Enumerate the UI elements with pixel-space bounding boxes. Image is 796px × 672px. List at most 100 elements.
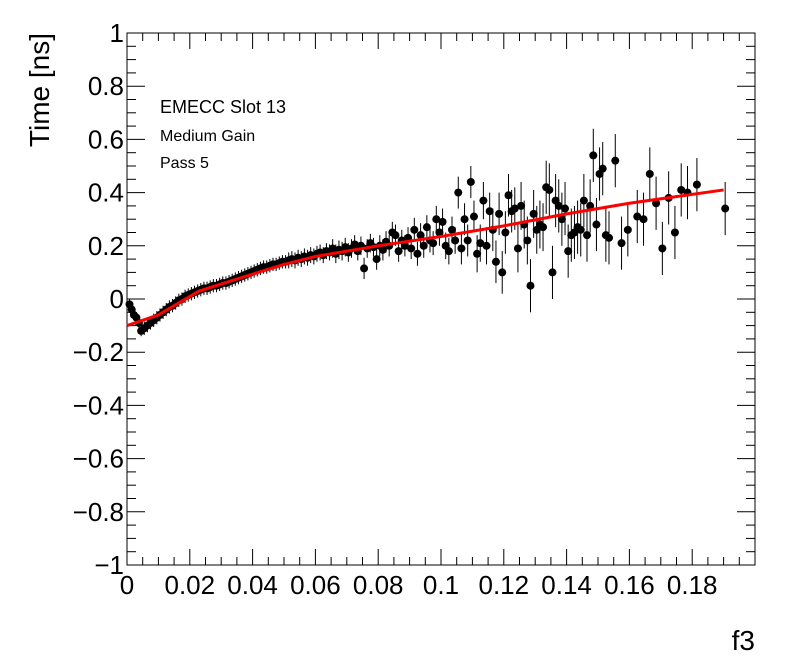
data-points: [125, 151, 730, 335]
data-point: [469, 212, 478, 221]
data-point: [407, 244, 416, 253]
data-point: [501, 228, 510, 237]
x-tick-label: 0.18: [667, 570, 718, 600]
fit-line: [126, 188, 724, 328]
data-point: [658, 244, 667, 253]
data-point: [378, 245, 387, 254]
data-point: [438, 217, 447, 226]
data-point: [557, 215, 566, 224]
data-point: [372, 255, 381, 264]
data-point: [350, 240, 359, 249]
data-point: [721, 204, 730, 213]
x-tick-label: 0.08: [353, 570, 404, 600]
data-point: [623, 225, 632, 234]
data-point: [561, 204, 570, 213]
data-point: [498, 268, 507, 277]
data-point: [611, 156, 620, 165]
data-point: [598, 164, 607, 173]
y-tick-label: −0.2: [73, 337, 124, 367]
x-tick-label: 0.06: [290, 570, 341, 600]
y-tick-label: 1: [110, 18, 124, 48]
data-point: [447, 225, 456, 234]
data-point: [504, 191, 513, 200]
x-tick-label: 0.04: [227, 570, 278, 600]
data-point: [413, 249, 422, 258]
data-point: [523, 236, 532, 245]
data-point: [526, 281, 535, 290]
data-point: [482, 241, 491, 250]
data-point: [677, 185, 686, 194]
y-tick-label: 0.2: [88, 231, 124, 261]
x-tick-label: 0: [120, 570, 134, 600]
y-axis-title: Time [ns]: [24, 33, 55, 147]
data-point: [479, 196, 488, 205]
x-tick-label: 0.14: [541, 570, 592, 600]
y-tick-label: −0.6: [73, 444, 124, 474]
data-point: [394, 247, 403, 256]
data-point: [495, 209, 504, 218]
x-tick-label: 0.16: [604, 570, 655, 600]
x-tick-label: 0.12: [478, 570, 529, 600]
y-tick-label: 0.4: [88, 178, 124, 208]
data-point: [554, 201, 563, 210]
data-point: [670, 228, 679, 237]
data-point: [548, 268, 557, 277]
y-tick-label: −0.4: [73, 390, 124, 420]
data-point: [633, 212, 642, 221]
y-tick-label: 0.6: [88, 124, 124, 154]
data-point: [645, 169, 654, 178]
y-tick-labels: −1 −0.8 −0.6 −0.4 −0.2 0 0.2 0.4 0.6 0.8 1: [73, 18, 124, 580]
data-point: [451, 236, 460, 245]
data-point: [639, 215, 648, 224]
data-point: [460, 215, 469, 224]
data-point: [545, 185, 554, 194]
data-point: [473, 249, 482, 258]
x-tick-labels: 0 0.02 0.04 0.06 0.08 0.1 0.12 0.14 0.16 0.18: [120, 570, 718, 600]
y-tick-label: 0: [110, 284, 124, 314]
data-point: [463, 236, 472, 245]
data-point: [416, 231, 425, 240]
y-tick-label: −0.8: [73, 497, 124, 527]
annotation-slot: EMECC Slot 13: [160, 97, 286, 117]
data-point: [491, 257, 500, 266]
data-point: [692, 180, 701, 189]
data-point: [583, 231, 592, 240]
data-point: [564, 247, 573, 256]
data-point: [510, 204, 519, 213]
data-point: [576, 225, 585, 234]
y-tick-label: 0.8: [88, 71, 124, 101]
data-point: [589, 151, 598, 160]
data-point: [429, 239, 438, 248]
data-point: [476, 239, 485, 248]
data-point: [517, 201, 526, 210]
data-point: [454, 188, 463, 197]
data-point: [360, 264, 369, 273]
data-point: [586, 201, 595, 210]
data-point: [529, 209, 538, 218]
data-point: [604, 233, 613, 242]
data-point: [422, 223, 431, 232]
data-point: [466, 177, 475, 186]
x-tick-label: 0.1: [423, 570, 459, 600]
data-point: [539, 223, 548, 232]
y-tick-label: −1: [94, 550, 124, 580]
data-point: [444, 247, 453, 256]
annotation-gain: Medium Gain: [160, 128, 255, 145]
data-point: [432, 215, 441, 224]
data-point: [435, 228, 444, 237]
error-bars: [129, 128, 726, 337]
data-point: [400, 241, 409, 250]
annotation-pass: Pass 5: [160, 155, 209, 172]
x-tick-label: 0.02: [164, 570, 215, 600]
x-axis-title: f3: [732, 625, 755, 656]
data-point: [617, 239, 626, 248]
data-point: [410, 225, 419, 234]
data-point: [513, 244, 522, 253]
data-point: [391, 231, 400, 240]
data-point: [485, 207, 494, 216]
data-point: [419, 241, 428, 250]
data-point: [457, 244, 466, 253]
data-point: [592, 220, 601, 229]
data-point: [579, 196, 588, 205]
